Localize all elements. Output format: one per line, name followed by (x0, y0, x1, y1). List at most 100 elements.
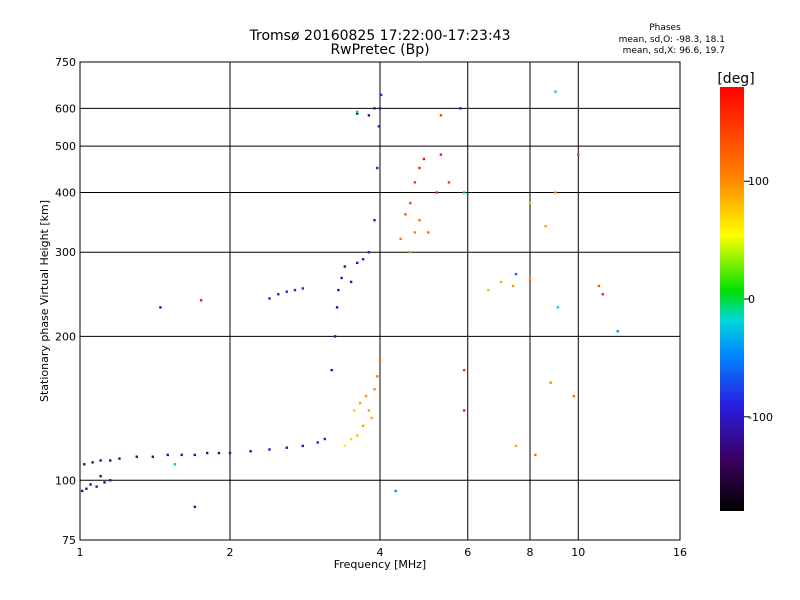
x-tick-label: 1 (77, 546, 84, 559)
data-point (355, 110, 359, 114)
data-point (352, 409, 356, 412)
data-point (361, 424, 365, 428)
data-point (514, 444, 518, 448)
data-point (404, 213, 407, 216)
data-point (217, 451, 221, 455)
data-point (511, 284, 515, 288)
data-point (373, 107, 376, 110)
data-point (528, 201, 532, 205)
y-tick-label: 100 (55, 474, 76, 487)
x-tick-label: 16 (673, 546, 687, 559)
x-tick-label: 10 (571, 546, 585, 559)
data-point (89, 483, 92, 486)
colorbar (720, 87, 744, 511)
data-point (268, 448, 271, 451)
colorbar-tick-label: -100 (748, 411, 773, 424)
data-point (333, 335, 337, 338)
data-point (435, 191, 438, 194)
data-point (367, 114, 371, 117)
stats-line-o: mean, sd,O: -98.3, 18.1 (619, 35, 725, 45)
x-tick-label: 6 (464, 546, 471, 559)
x-axis-label: Frequency [MHz] (334, 558, 426, 571)
data-point (418, 166, 421, 170)
data-point (439, 153, 443, 156)
y-axis-label: Stationary phase Virtual Height [km] (38, 200, 51, 402)
y-tick-label: 500 (55, 140, 76, 153)
data-point (355, 112, 359, 115)
data-point (399, 237, 402, 241)
data-point (135, 455, 138, 458)
data-point (377, 125, 381, 128)
data-point (358, 401, 362, 405)
colorbar-label: [deg] (717, 71, 754, 87)
data-point (83, 463, 86, 466)
data-point (373, 219, 376, 222)
x-tick-label: 2 (227, 546, 234, 559)
data-point (572, 394, 576, 398)
colorbar-ticks: 100 0 -100 (744, 175, 773, 424)
data-point (95, 485, 98, 488)
chart-title: Tromsø 20160825 17:22:00-17:23:43 (249, 28, 511, 44)
data-point (422, 157, 426, 161)
data-point (99, 459, 102, 462)
data-point (199, 299, 203, 302)
data-point (554, 191, 557, 194)
data-point (514, 272, 518, 276)
data-point (193, 505, 197, 509)
data-point (99, 474, 102, 478)
data-point (228, 451, 232, 455)
data-point (316, 441, 319, 444)
y-tick-label: 300 (55, 246, 76, 259)
y-axis-ticks: 75 100 200 300 400 500 600 750 (55, 56, 76, 547)
data-point (91, 461, 94, 464)
data-point (409, 251, 412, 254)
x-tick-label: 4 (377, 546, 384, 559)
y-tick-label: 600 (55, 102, 76, 115)
data-point (355, 434, 359, 437)
data-point (343, 444, 347, 448)
data-point (394, 489, 397, 493)
data-point (349, 280, 353, 284)
data-point (193, 453, 197, 457)
data-point (459, 107, 462, 110)
data-point (462, 191, 466, 194)
data-point (367, 409, 371, 412)
data-point (103, 481, 106, 484)
colorbar-tick-label: 0 (748, 293, 755, 306)
data-point (180, 453, 183, 457)
data-point (301, 287, 305, 290)
data-point (554, 90, 557, 93)
x-tick-label: 8 (527, 546, 534, 559)
data-point (413, 231, 417, 234)
data-point (330, 368, 333, 372)
data-point (556, 306, 560, 309)
data-point (487, 288, 490, 292)
data-point (370, 416, 373, 420)
data-point (577, 153, 580, 156)
data-point (379, 93, 383, 97)
colorbar-tick-label: 100 (748, 175, 769, 188)
grid-lines (80, 62, 680, 540)
data-point (447, 181, 451, 184)
stats-heading: Phases (649, 23, 681, 33)
data-point (277, 293, 280, 296)
data-point (268, 297, 271, 300)
data-point (337, 288, 340, 292)
data-point (355, 261, 359, 265)
data-point (409, 201, 412, 205)
data-point (151, 455, 155, 458)
data-point (285, 290, 288, 293)
data-point (349, 437, 353, 441)
data-point (80, 489, 84, 493)
data-point (376, 166, 379, 170)
x-axis-ticks: 1 2 4 6 8 10 16 (77, 546, 688, 559)
data-point (249, 450, 252, 453)
data-point (462, 368, 466, 372)
data-point (439, 114, 443, 117)
data-point (418, 219, 421, 222)
data-point (378, 359, 382, 362)
data-point (364, 394, 368, 398)
data-point (340, 276, 343, 280)
data-point (427, 231, 430, 234)
